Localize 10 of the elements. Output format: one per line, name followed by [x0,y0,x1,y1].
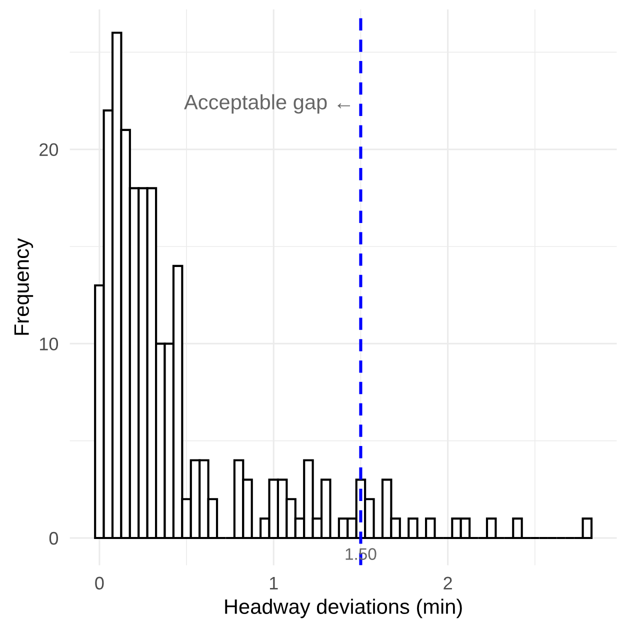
y-tick-label: 20 [40,143,58,156]
ref-line-label: 1.50 [346,548,376,560]
x-tick-label: 0 [95,576,104,590]
y-tick-label: 0 [49,532,58,545]
annotation: Acceptable gap ← [184,94,350,114]
x-tick-label: 2 [444,576,452,590]
x-tick-label: 1 [270,576,278,590]
x-axis-title: Headway deviations (min) [225,598,462,618]
y-axis-title: Frequency [14,238,34,335]
y-tick-label: 10 [40,338,58,350]
